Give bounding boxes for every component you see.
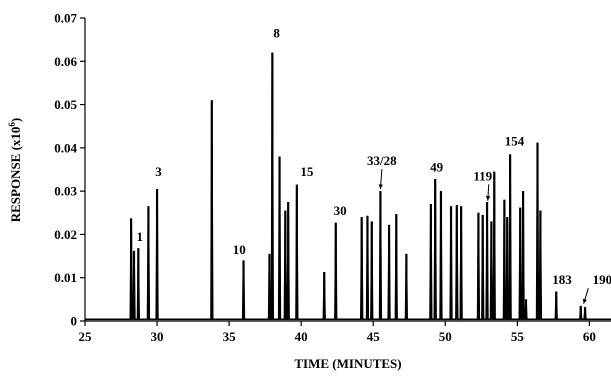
x-tick-label: 45 bbox=[367, 329, 381, 344]
peak-label: 33/28 bbox=[367, 153, 397, 168]
x-tick-label: 55 bbox=[511, 329, 525, 344]
y-axis-title-text: RESPONSE (x10 bbox=[8, 127, 23, 223]
svg-text:RESPONSE (x106): RESPONSE (x106) bbox=[7, 118, 23, 223]
y-axis-title: RESPONSE (x106) bbox=[7, 118, 23, 223]
peak-annotations: 1 3 8 10 15 30 33/28 49 119 154 183 190 bbox=[137, 25, 611, 304]
trace-line bbox=[85, 52, 611, 321]
y-tick-label: 0.06 bbox=[54, 54, 77, 69]
peak-label: 30 bbox=[334, 203, 347, 218]
peak-label: 15 bbox=[300, 164, 314, 179]
y-tick-label: 0.01 bbox=[54, 270, 77, 285]
chart-axes: 0 0.01 0.02 0.03 0.04 0.05 0.06 0.07 25 30 35 40 45 5… bbox=[54, 11, 611, 344]
peak-label: 154 bbox=[505, 134, 525, 149]
peak-label: 10 bbox=[233, 242, 246, 257]
y-axis-title-close: ) bbox=[8, 118, 23, 122]
x-tick-label: 35 bbox=[223, 329, 237, 344]
annotation-arrowhead bbox=[485, 196, 491, 201]
y-tick-label: 0.04 bbox=[54, 140, 77, 155]
y-tick-label: 0 bbox=[71, 314, 78, 329]
peak-label: 8 bbox=[273, 25, 280, 40]
x-tick-label: 40 bbox=[295, 329, 308, 344]
y-axis-title-exponent: 6 bbox=[7, 122, 17, 127]
x-tick-label: 50 bbox=[439, 329, 452, 344]
x-tick-label: 25 bbox=[79, 329, 93, 344]
y-tick-label: 0.03 bbox=[54, 184, 77, 199]
y-tick-label: 0.07 bbox=[54, 11, 77, 26]
chromatogram-trace bbox=[85, 52, 611, 321]
annotation-arrowhead bbox=[378, 184, 383, 189]
annotation-arrowhead bbox=[582, 298, 588, 304]
peak-label: 183 bbox=[552, 272, 572, 287]
peak-label: 119 bbox=[473, 168, 492, 183]
peak-label: 49 bbox=[430, 160, 444, 175]
peak-label: 190 bbox=[593, 272, 611, 287]
y-tick-label: 0.02 bbox=[54, 227, 77, 242]
x-axis-title: TIME (MINUTES) bbox=[294, 356, 401, 371]
y-tick-label: 0.05 bbox=[54, 97, 77, 112]
x-tick-label: 30 bbox=[151, 329, 164, 344]
x-tick-label: 60 bbox=[583, 329, 596, 344]
peak-label: 3 bbox=[155, 164, 162, 179]
peak-label: 1 bbox=[137, 229, 144, 244]
